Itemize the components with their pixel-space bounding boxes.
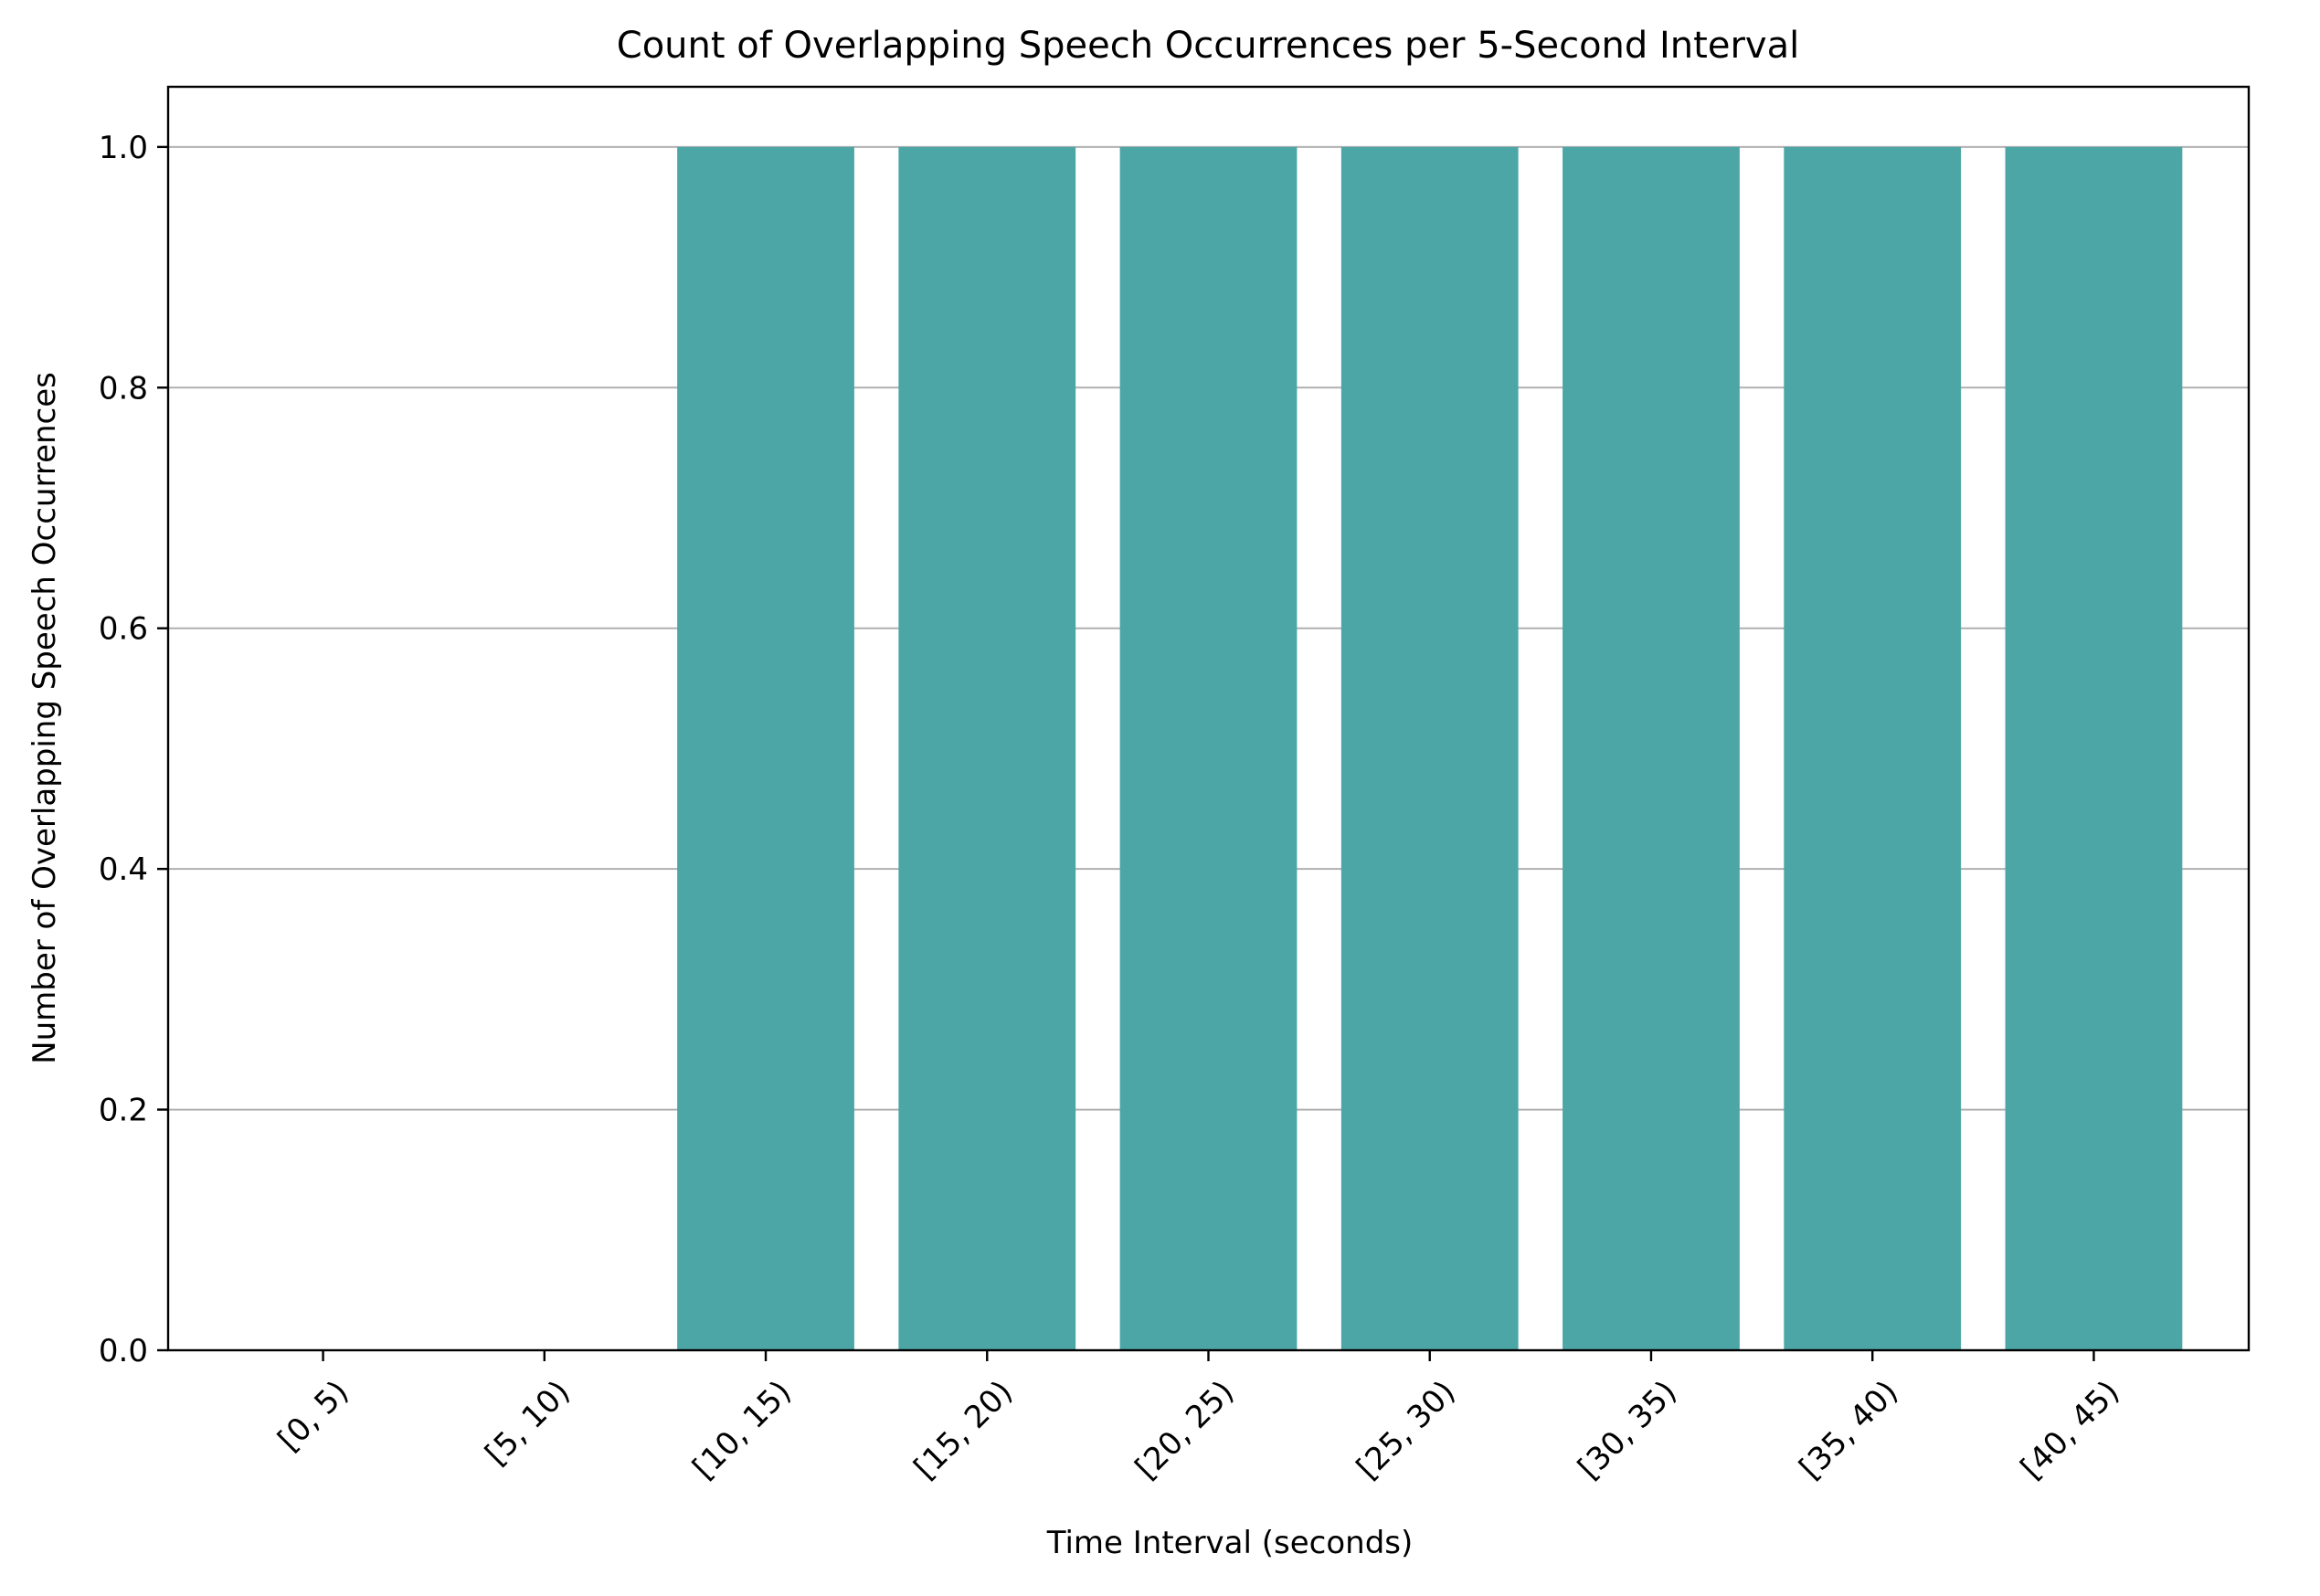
- x-axis-label: Time Interval (seconds): [1046, 1525, 1414, 1561]
- chart-title: Count of Overlapping Speech Occurrences …: [617, 25, 1799, 67]
- y-axis-label: Number of Overlapping Speech Occurrences: [26, 372, 63, 1064]
- bar: [1119, 146, 1298, 1350]
- bar: [677, 146, 854, 1350]
- bar: [2005, 146, 2183, 1350]
- y-ticks: 0.0 0.2 0.4 0.6 0.8 1.0: [99, 130, 168, 1369]
- y-tick-label: 0.6: [99, 611, 148, 648]
- bar: [898, 146, 1076, 1350]
- bars-layer: [677, 146, 2183, 1350]
- bar: [1563, 146, 1740, 1350]
- bar: [1340, 146, 1519, 1350]
- y-tick-label: 0.8: [99, 370, 148, 407]
- bar: [1784, 146, 1962, 1350]
- y-tick-label: 1.0: [99, 130, 148, 166]
- y-tick-label: 0.0: [99, 1333, 148, 1369]
- y-tick-label: 0.4: [99, 851, 148, 888]
- y-tick-label: 0.2: [99, 1093, 148, 1129]
